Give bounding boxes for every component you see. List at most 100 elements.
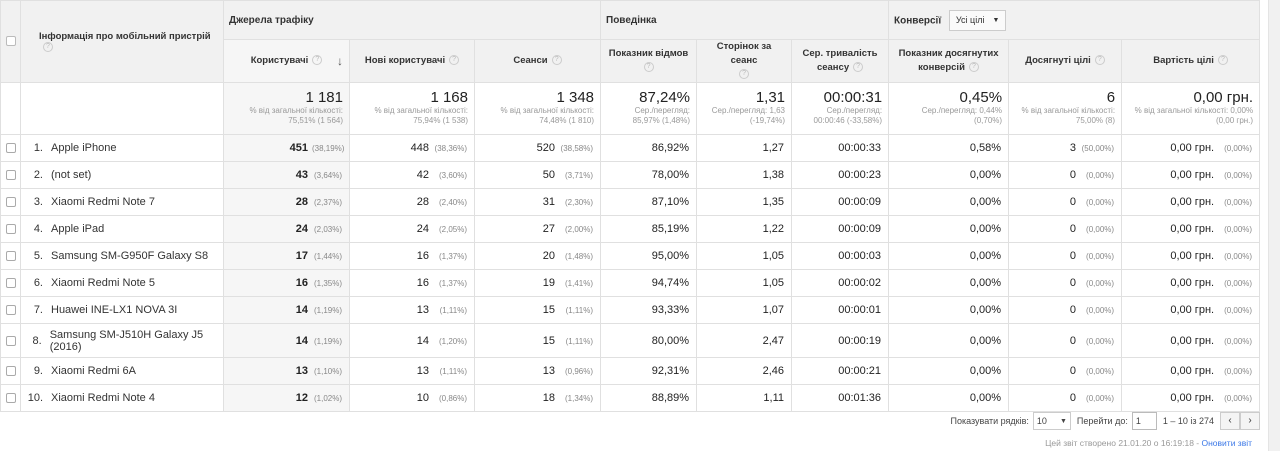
cell-value: 18 — [542, 392, 556, 404]
cell-value: 0,00 грн. (0,00%) — [1121, 242, 1261, 270]
col-bounce[interactable]: Показник відмов? — [600, 39, 698, 83]
cell-value: 28 — [416, 196, 429, 208]
row-checkbox[interactable] — [5, 197, 16, 208]
cell-percent: (1,34%) — [565, 394, 594, 403]
cell-value: 12 — [295, 392, 308, 404]
help-icon[interactable]: ? — [449, 55, 460, 66]
cell-value: 88,89% — [651, 392, 690, 404]
pagination-nav: ‹ › — [1220, 412, 1260, 430]
help-icon[interactable]: ? — [853, 62, 864, 73]
goto-label: Перейти до: — [1076, 416, 1128, 426]
device-link[interactable]: Xiaomi Redmi Note 4 — [51, 392, 155, 404]
cell-sessions: 520 (38,58%) — [473, 134, 602, 162]
row-checkbox[interactable] — [5, 366, 16, 377]
cell-completions: 0 (0,00%) — [1008, 323, 1123, 358]
select-all-checkbox[interactable] — [5, 36, 16, 47]
totals-duration-value: 00:00:31 — [823, 89, 883, 106]
col-completions[interactable]: Досягнуті цілі? — [1008, 39, 1123, 83]
cell-percent: (0,00%) — [1224, 367, 1253, 376]
cell-percent: (3,60%) — [438, 171, 467, 180]
cell-value: 0,00 грн. (0,00%) — [1121, 323, 1261, 358]
col-new-users[interactable]: Нові користувачі? — [349, 39, 475, 83]
device-link[interactable]: Xiaomi Redmi Note 5 — [51, 277, 155, 289]
row-checkbox[interactable] — [5, 143, 16, 154]
help-icon[interactable]: ? — [739, 69, 750, 80]
pagination-range: 1 – 10 із 274 — [1162, 416, 1214, 426]
cell-duration: 00:00:23 — [791, 161, 890, 189]
cell-new-users: 13 (1,11%) — [349, 357, 475, 385]
help-icon[interactable]: ? — [643, 62, 654, 73]
col-users[interactable]: Користувачі? ↓ — [223, 39, 350, 83]
cell-duration: 00:00:02 — [791, 269, 890, 297]
cell-percent: (2,00%) — [565, 225, 594, 234]
totals-value-sub: % від загальної кількості: 0,00% (0,00 г… — [1134, 106, 1254, 125]
totals-conv-rate-value: 0,45% — [959, 89, 1003, 106]
cell-value: 0,00 грн. (0,00%) — [1121, 269, 1261, 297]
col-value[interactable]: Вартість цілі? — [1121, 39, 1261, 83]
cell-pages: 1,38 — [696, 161, 793, 189]
help-icon[interactable]: ? — [43, 41, 53, 52]
cell-value: 3 — [1069, 142, 1077, 154]
goto-input[interactable]: 1 — [1131, 412, 1157, 430]
help-icon[interactable]: ? — [312, 55, 323, 66]
next-page-button[interactable]: › — [1240, 412, 1260, 430]
device-link[interactable]: Huawei INE-LX1 NOVA 3I — [51, 304, 178, 316]
row-checkbox[interactable] — [5, 170, 16, 181]
device-link[interactable]: Samsung SM-G950F Galaxy S8 — [51, 250, 209, 262]
row-checkbox[interactable] — [5, 335, 16, 346]
cell-value: 20 — [542, 250, 556, 262]
refresh-report-link[interactable]: Оновити звіт — [1201, 438, 1253, 448]
cell-users: 24 (2,03%) — [223, 215, 350, 243]
cell-value: 0,00 грн. — [1170, 250, 1215, 262]
row-checkbox[interactable] — [5, 224, 16, 235]
show-rows-select[interactable]: 10 ▼ — [1032, 412, 1071, 430]
cell-percent: (0,00%) — [1086, 225, 1115, 234]
cell-value: 24 — [416, 223, 429, 235]
totals-value-value: 0,00 грн. — [1193, 89, 1254, 106]
totals-users: 1 181% від загальної кількості: 75,51% (… — [223, 82, 350, 135]
cell-value: 0,00 грн. — [1170, 196, 1215, 208]
cell-value: 0 — [1069, 223, 1077, 235]
row-select-cell — [0, 269, 21, 297]
help-icon[interactable]: ? — [551, 55, 562, 66]
cell-value: 00:00:01 — [838, 304, 882, 316]
help-icon[interactable]: ? — [1094, 55, 1105, 66]
prev-page-button[interactable]: ‹ — [1220, 412, 1240, 430]
row-checkbox[interactable] — [5, 393, 16, 404]
row-checkbox[interactable] — [5, 251, 16, 262]
dimension-header[interactable]: Інформація про мобільний пристрій? — [20, 0, 224, 83]
totals-users-sub: % від загальної кількості: 75,51% (1 564… — [249, 106, 343, 125]
help-icon[interactable]: ? — [968, 62, 979, 73]
cell-bounce: 92,31% — [600, 357, 698, 385]
conversions-goal-select[interactable]: Усі цілі ▼ — [948, 9, 1007, 31]
cell-value: 0 — [1069, 250, 1077, 262]
device-link[interactable]: Apple iPad — [51, 223, 105, 235]
row-checkbox[interactable] — [5, 278, 16, 289]
col-conv-rate[interactable]: Показник досягнутих конверсій? — [888, 39, 1010, 83]
page-scrollbar[interactable] — [1268, 0, 1280, 451]
device-link[interactable]: Xiaomi Redmi Note 7 — [51, 196, 155, 208]
col-conv-rate-label: Показник досягнутих конверсій — [898, 48, 999, 73]
col-duration[interactable]: Сер. тривалість сеансу? — [791, 39, 890, 83]
cell-value: 0,00% — [969, 169, 1002, 181]
device-link[interactable]: Xiaomi Redmi 6A — [51, 365, 136, 377]
cell-value: 0,00% — [969, 250, 1002, 262]
cell-sessions: 15 (1,11%) — [473, 323, 602, 358]
cell-value: 00:00:19 — [838, 334, 882, 347]
cell-value: 0 — [1069, 277, 1077, 289]
row-checkbox[interactable] — [5, 305, 16, 316]
device-link[interactable]: (not set) — [51, 169, 92, 181]
cell-pages: 1,27 — [696, 134, 793, 162]
cell-dimension: 10. Xiaomi Redmi Note 4 — [20, 384, 224, 412]
device-link[interactable]: Samsung SM-J510H Galaxy J5 (2016) — [49, 328, 204, 353]
device-link[interactable]: Apple iPhone — [51, 142, 117, 154]
cell-percent: (0,00%) — [1086, 171, 1115, 180]
help-icon[interactable]: ? — [1217, 55, 1228, 66]
col-pages[interactable]: Сторінок за сеанс? — [696, 39, 793, 83]
cell-bounce: 95,00% — [600, 242, 698, 270]
cell-percent: (1,11%) — [565, 306, 594, 315]
group-conversions: Конверсії Усі цілі ▼ — [888, 0, 1261, 40]
cell-value: 0,00% — [969, 365, 1002, 377]
col-sessions[interactable]: Сеанси? — [473, 39, 602, 83]
row-select-cell — [0, 384, 21, 412]
